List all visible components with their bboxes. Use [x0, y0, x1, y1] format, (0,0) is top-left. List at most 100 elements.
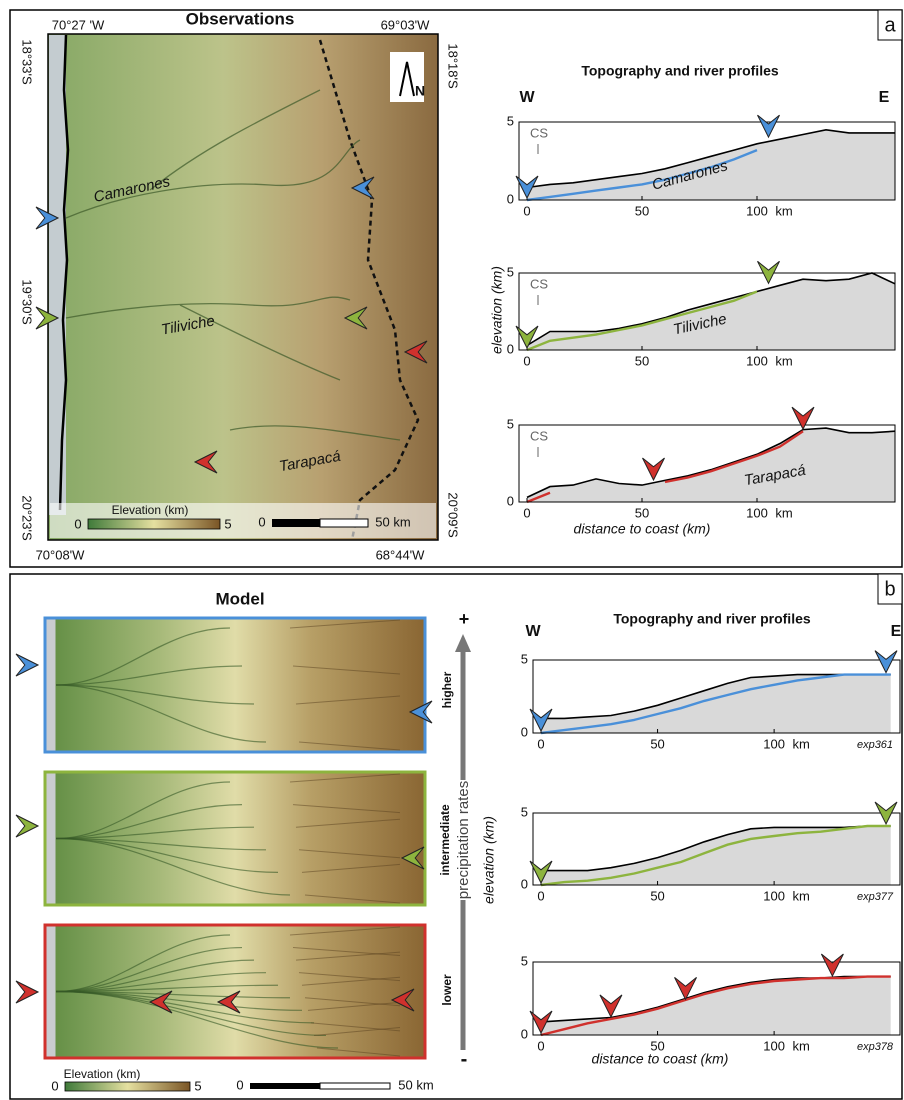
x-tick-label: 0 — [523, 505, 530, 520]
coord-label: 68°44'W — [376, 547, 426, 562]
scale-tick: 0 — [258, 514, 265, 529]
precip-minus: - — [461, 1048, 468, 1070]
scale-tick: 50 km — [398, 1077, 433, 1092]
y-axis-label: elevation (km) — [481, 816, 497, 904]
west-label: W — [525, 623, 541, 640]
y-tick-label: 0 — [507, 341, 514, 356]
y-tick-label: 0 — [507, 191, 514, 206]
experiment-label: exp361 — [857, 739, 893, 751]
x-tick-label: 50 — [635, 505, 649, 520]
x-tick-label: 50 — [650, 1038, 664, 1053]
panel-label: b — [884, 578, 895, 600]
topography-area — [541, 826, 891, 885]
y-tick-label: 5 — [507, 264, 514, 279]
x-unit: km — [792, 1038, 809, 1053]
arrowhead — [875, 651, 897, 673]
scale-tick: 0 — [236, 1077, 243, 1092]
model-map — [45, 618, 425, 752]
arrowhead — [16, 815, 38, 837]
arrowhead — [758, 261, 780, 283]
colorbar-tick: 5 — [194, 1078, 201, 1093]
map — [48, 34, 438, 540]
colorbar-label: Elevation (km) — [112, 503, 189, 517]
x-tick-label: 100 — [746, 203, 768, 218]
x-tick-label: 50 — [650, 888, 664, 903]
profiles-title: Topography and river profiles — [613, 611, 811, 627]
x-unit: km — [775, 203, 792, 218]
topography-area — [541, 977, 891, 1035]
topography-area — [527, 428, 895, 502]
y-tick-label: 0 — [521, 1026, 528, 1041]
cs-label: CS — [530, 276, 548, 291]
x-tick-label: 50 — [635, 203, 649, 218]
coord-label: 70°27 'W — [52, 17, 105, 32]
coord-label: 20°23'S — [20, 495, 35, 541]
precip-lower: lower — [440, 974, 454, 1006]
x-tick-label: 100 — [763, 1038, 785, 1053]
colorbar-tick: 5 — [224, 516, 231, 531]
coord-label: 18°18'S — [446, 43, 461, 89]
y-tick-label: 5 — [521, 953, 528, 968]
north-label: N — [415, 83, 425, 99]
colorbar-tick: 0 — [74, 516, 81, 531]
cs-label: CS — [530, 428, 548, 443]
coord-label: 70°08'W — [36, 547, 86, 562]
x-unit: km — [792, 736, 809, 751]
profiles-title: Topography and river profiles — [581, 63, 779, 79]
colorbar — [88, 519, 220, 529]
colorbar-label: Elevation (km) — [64, 1067, 141, 1081]
map-title: Model — [215, 589, 264, 608]
arrowhead — [821, 954, 843, 976]
model-sea — [47, 774, 56, 904]
x-tick-label: 0 — [537, 888, 544, 903]
x-tick-label: 100 — [763, 888, 785, 903]
east-label: E — [879, 89, 890, 106]
experiment-label: exp377 — [857, 891, 894, 903]
west-label: W — [519, 89, 535, 106]
model-sea — [47, 620, 56, 751]
model-maps — [45, 618, 425, 1058]
precip-label: precipitation rates — [455, 781, 472, 899]
arrowhead — [16, 981, 38, 1003]
coord-label: 19°30'S — [20, 279, 35, 325]
x-axis-label: distance to coast (km) — [574, 521, 711, 537]
x-tick-label: 100 — [763, 736, 785, 751]
colorbar — [65, 1082, 190, 1091]
arrowhead — [792, 407, 814, 429]
model-map — [45, 772, 425, 905]
model-sea — [47, 927, 56, 1057]
x-tick-label: 100 — [746, 505, 768, 520]
arrowhead — [600, 995, 622, 1017]
x-unit: km — [775, 353, 792, 368]
scale-bar — [272, 519, 320, 527]
x-tick-label: 0 — [537, 1038, 544, 1053]
precip-intermediate: intermediate — [438, 804, 452, 876]
precip-arrowhead — [455, 634, 471, 652]
precip-higher: higher — [440, 671, 454, 708]
coord-label: 69°03'W — [381, 17, 431, 32]
y-tick-label: 0 — [521, 876, 528, 891]
scale-bar — [320, 1083, 390, 1089]
x-tick-label: 50 — [650, 736, 664, 751]
scale-bar — [320, 519, 368, 527]
y-tick-label: 5 — [521, 651, 528, 666]
arrowhead — [643, 458, 665, 480]
y-axis-label: elevation (km) — [489, 266, 505, 354]
experiment-label: exp378 — [857, 1041, 894, 1053]
coord-label: 18°33'S — [20, 39, 35, 85]
topography-area — [541, 675, 891, 733]
x-tick-label: 100 — [746, 353, 768, 368]
x-tick-label: 0 — [537, 736, 544, 751]
coord-label: 20°09'S — [446, 492, 461, 538]
panel-label: a — [884, 14, 896, 36]
scale-tick: 50 km — [375, 514, 410, 529]
east-label: E — [891, 623, 902, 640]
x-unit: km — [792, 888, 809, 903]
topography-area — [527, 273, 895, 350]
y-tick-label: 0 — [521, 724, 528, 739]
model-map — [45, 925, 425, 1058]
y-tick-label: 5 — [507, 416, 514, 431]
map-title: Observations — [186, 9, 295, 28]
x-tick-label: 50 — [635, 353, 649, 368]
cs-label: CS — [530, 125, 548, 140]
